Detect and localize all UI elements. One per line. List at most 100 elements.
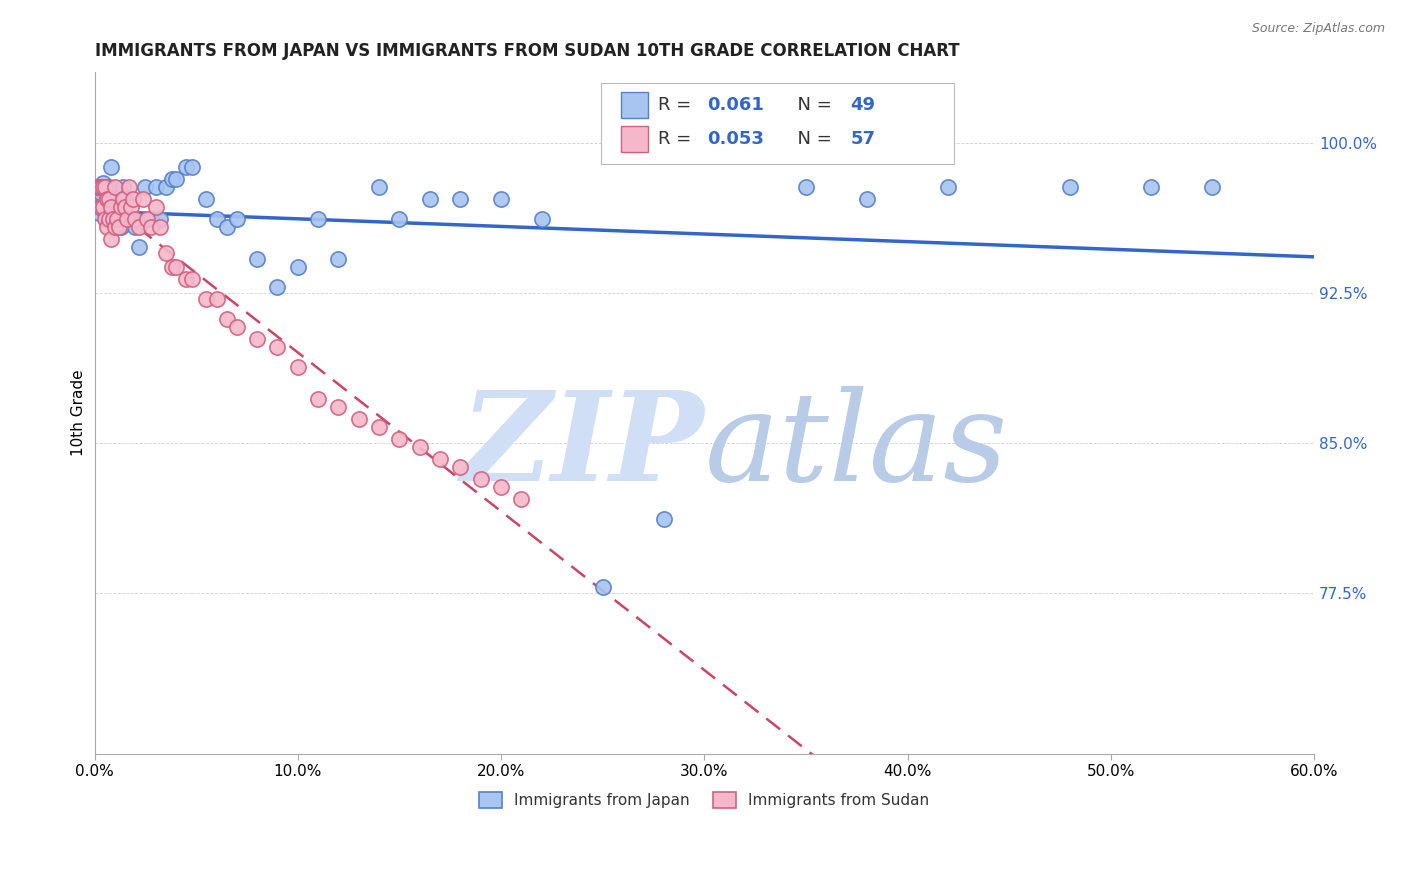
- Point: [409, 440, 432, 454]
- Point: [124, 211, 146, 226]
- Point: [246, 252, 269, 266]
- Point: [155, 179, 177, 194]
- Point: [128, 219, 150, 234]
- Point: [87, 205, 110, 219]
- Point: [91, 176, 114, 190]
- FancyBboxPatch shape: [621, 126, 648, 152]
- Point: [145, 200, 167, 214]
- Point: [97, 179, 120, 194]
- Point: [388, 211, 411, 226]
- Point: [215, 311, 238, 326]
- Point: [87, 200, 110, 214]
- Text: R =: R =: [658, 130, 697, 148]
- Point: [100, 160, 122, 174]
- Text: N =: N =: [786, 95, 838, 113]
- Text: R =: R =: [658, 95, 697, 113]
- Point: [96, 219, 118, 234]
- Point: [97, 192, 120, 206]
- Point: [287, 260, 309, 274]
- Point: [114, 200, 136, 214]
- Point: [97, 211, 120, 226]
- Point: [128, 240, 150, 254]
- Point: [266, 279, 288, 293]
- Point: [510, 492, 533, 507]
- Legend: Immigrants from Japan, Immigrants from Sudan: Immigrants from Japan, Immigrants from S…: [474, 786, 935, 814]
- Point: [592, 580, 614, 594]
- Point: [108, 219, 131, 234]
- Point: [160, 171, 183, 186]
- Point: [165, 260, 187, 274]
- Point: [347, 412, 370, 426]
- Point: [936, 179, 959, 194]
- Point: [205, 292, 228, 306]
- Point: [449, 192, 471, 206]
- Point: [307, 392, 329, 406]
- Point: [429, 452, 451, 467]
- Point: [141, 219, 163, 234]
- Point: [104, 219, 127, 234]
- Point: [104, 200, 127, 214]
- Point: [174, 272, 197, 286]
- Point: [530, 211, 553, 226]
- Point: [1201, 179, 1223, 194]
- Text: 0.061: 0.061: [707, 95, 763, 113]
- Point: [181, 272, 204, 286]
- Point: [145, 179, 167, 194]
- Text: 49: 49: [851, 95, 876, 113]
- Point: [419, 192, 441, 206]
- Point: [794, 179, 817, 194]
- Point: [134, 179, 156, 194]
- Point: [266, 340, 288, 354]
- Point: [105, 211, 128, 226]
- Point: [122, 192, 145, 206]
- Point: [90, 186, 112, 200]
- Point: [368, 179, 391, 194]
- Point: [124, 219, 146, 234]
- Point: [181, 160, 204, 174]
- Point: [91, 179, 114, 194]
- Text: 0.053: 0.053: [707, 130, 763, 148]
- Point: [114, 192, 136, 206]
- Text: IMMIGRANTS FROM JAPAN VS IMMIGRANTS FROM SUDAN 10TH GRADE CORRELATION CHART: IMMIGRANTS FROM JAPAN VS IMMIGRANTS FROM…: [94, 42, 959, 60]
- Point: [368, 420, 391, 434]
- Point: [112, 192, 135, 206]
- Point: [149, 219, 172, 234]
- Point: [115, 211, 138, 226]
- Point: [120, 211, 142, 226]
- Point: [108, 192, 131, 206]
- Point: [120, 200, 142, 214]
- Text: 57: 57: [851, 130, 876, 148]
- Point: [101, 192, 124, 206]
- Point: [195, 192, 218, 206]
- Point: [246, 332, 269, 346]
- Point: [287, 359, 309, 374]
- Text: N =: N =: [786, 130, 838, 148]
- Point: [93, 179, 115, 194]
- Point: [93, 211, 115, 226]
- Point: [87, 179, 110, 194]
- Point: [489, 480, 512, 494]
- Point: [104, 179, 127, 194]
- Point: [215, 219, 238, 234]
- Point: [90, 179, 112, 194]
- Text: ZIP: ZIP: [461, 386, 704, 508]
- Point: [96, 192, 118, 206]
- Point: [86, 179, 108, 194]
- Point: [149, 211, 172, 226]
- Point: [1059, 179, 1081, 194]
- Point: [652, 512, 675, 526]
- Point: [110, 219, 132, 234]
- Point: [205, 211, 228, 226]
- Point: [101, 211, 124, 226]
- Point: [110, 200, 132, 214]
- Point: [856, 192, 879, 206]
- Point: [155, 245, 177, 260]
- Point: [136, 211, 159, 226]
- Point: [388, 432, 411, 446]
- Point: [195, 292, 218, 306]
- Y-axis label: 10th Grade: 10th Grade: [72, 369, 86, 457]
- FancyBboxPatch shape: [621, 92, 648, 118]
- Point: [160, 260, 183, 274]
- Point: [225, 211, 247, 226]
- Point: [100, 200, 122, 214]
